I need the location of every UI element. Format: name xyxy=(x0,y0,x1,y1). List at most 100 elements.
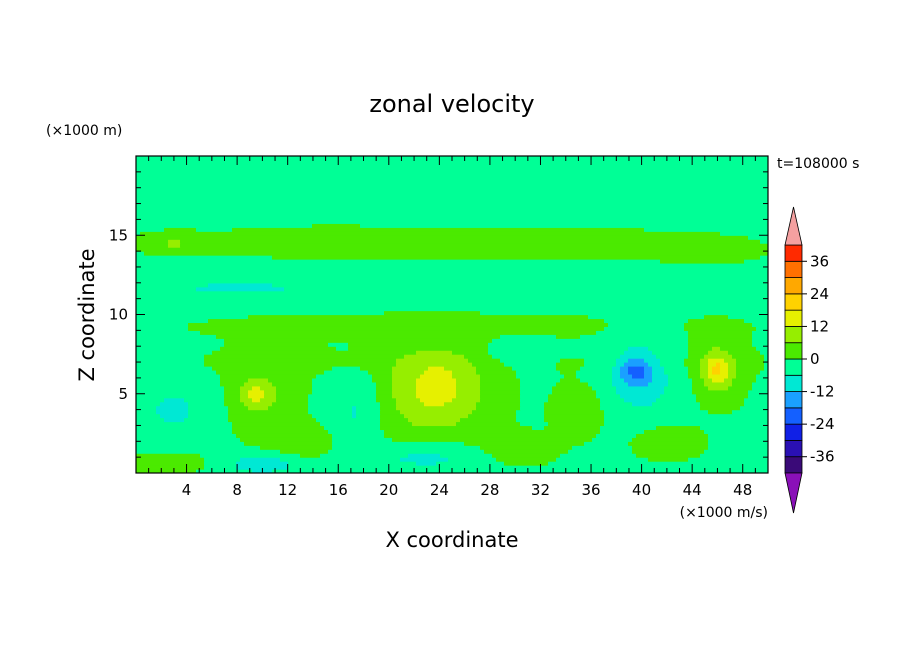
field-cell xyxy=(164,417,185,423)
field-cell xyxy=(460,417,517,423)
field-cell xyxy=(572,445,633,450)
field-cell xyxy=(136,465,205,470)
field-cell xyxy=(136,235,749,240)
field-cell xyxy=(452,397,481,403)
field-cell xyxy=(516,409,545,415)
field-cell xyxy=(648,362,661,367)
field-cell xyxy=(348,342,489,347)
field-cell xyxy=(704,449,768,454)
field-cell xyxy=(556,381,589,387)
field-cell xyxy=(728,366,737,371)
field-cell xyxy=(716,362,721,367)
field-cell xyxy=(208,318,605,324)
field-cell xyxy=(280,457,401,462)
field-cell xyxy=(500,334,557,339)
field-cell xyxy=(444,366,477,371)
field-cell xyxy=(212,366,333,371)
field-cell xyxy=(636,453,701,458)
field-cell xyxy=(224,397,241,403)
field-cell xyxy=(656,425,701,431)
field-cell xyxy=(136,401,161,407)
field-cell xyxy=(136,417,165,423)
field-cell xyxy=(428,366,445,371)
field-cell xyxy=(312,377,373,383)
field-cell xyxy=(708,409,733,415)
field-cell xyxy=(136,219,768,224)
field-cell xyxy=(624,397,657,403)
field-cell xyxy=(696,397,745,403)
field-cell xyxy=(492,453,561,458)
field-cell xyxy=(136,469,197,473)
field-cell xyxy=(660,393,697,399)
field-cell xyxy=(764,366,768,371)
field-cell xyxy=(760,239,768,244)
field-cell xyxy=(648,346,689,351)
field-cell xyxy=(348,346,489,351)
field-cell xyxy=(312,381,377,387)
field-cell xyxy=(136,354,205,359)
field-cell xyxy=(632,445,709,450)
field-cell xyxy=(628,366,645,371)
field-cell xyxy=(136,433,237,438)
field-cell xyxy=(748,393,768,399)
field-cell xyxy=(588,314,705,320)
field-cell xyxy=(604,421,768,427)
field-cell xyxy=(544,401,601,407)
field-cell xyxy=(708,366,713,371)
colorbar-label: 12 xyxy=(810,317,829,335)
field-cell xyxy=(392,385,417,391)
field-cell xyxy=(708,350,729,355)
field-cell xyxy=(240,437,333,442)
field-cell xyxy=(368,369,393,375)
field-cell xyxy=(476,369,517,375)
field-cell xyxy=(424,369,453,375)
field-cell xyxy=(356,413,381,419)
field-cell xyxy=(240,397,253,403)
field-cell xyxy=(164,227,197,232)
field-cell xyxy=(760,369,768,375)
field-cell xyxy=(720,231,768,236)
field-cell xyxy=(652,369,665,375)
field-cell xyxy=(356,409,381,415)
field-cell xyxy=(228,417,317,423)
field-cell xyxy=(544,409,605,415)
field-cell xyxy=(200,330,597,335)
field-cell xyxy=(416,461,437,466)
field-cell xyxy=(760,255,768,260)
field-cell xyxy=(400,409,473,415)
field-cell xyxy=(584,441,629,446)
field-cell xyxy=(412,421,457,427)
field-cell xyxy=(188,405,229,411)
field-cell xyxy=(472,409,517,415)
field-cell xyxy=(224,338,493,343)
field-cell xyxy=(660,358,685,363)
field-cell xyxy=(136,310,385,316)
field-cell xyxy=(596,393,621,399)
y-axis-label: Z coordinate xyxy=(75,248,99,381)
field-cell xyxy=(168,243,181,248)
field-cell xyxy=(136,397,165,403)
field-cell xyxy=(136,318,209,324)
field-cell xyxy=(712,377,725,383)
field-cell xyxy=(136,159,768,165)
field-cell xyxy=(396,401,425,407)
field-cell xyxy=(560,369,577,375)
x-tick-label: 40 xyxy=(632,481,651,499)
field-cell xyxy=(760,350,768,355)
field-cell xyxy=(456,381,481,387)
field-cell xyxy=(764,358,768,363)
field-cell xyxy=(136,453,201,458)
field-cell xyxy=(692,377,705,383)
field-cell xyxy=(688,369,701,375)
x-tick-label: 44 xyxy=(683,481,702,499)
field-cell xyxy=(504,461,549,466)
field-cell xyxy=(328,449,485,454)
colorbar-under-arrow xyxy=(784,472,803,514)
x-tick-label: 36 xyxy=(581,481,600,499)
field-cell xyxy=(764,354,768,359)
field-cell xyxy=(520,397,549,403)
field-cell xyxy=(600,397,625,403)
field-cell xyxy=(380,421,413,427)
field-cell xyxy=(520,393,549,399)
field-cell xyxy=(392,369,425,375)
